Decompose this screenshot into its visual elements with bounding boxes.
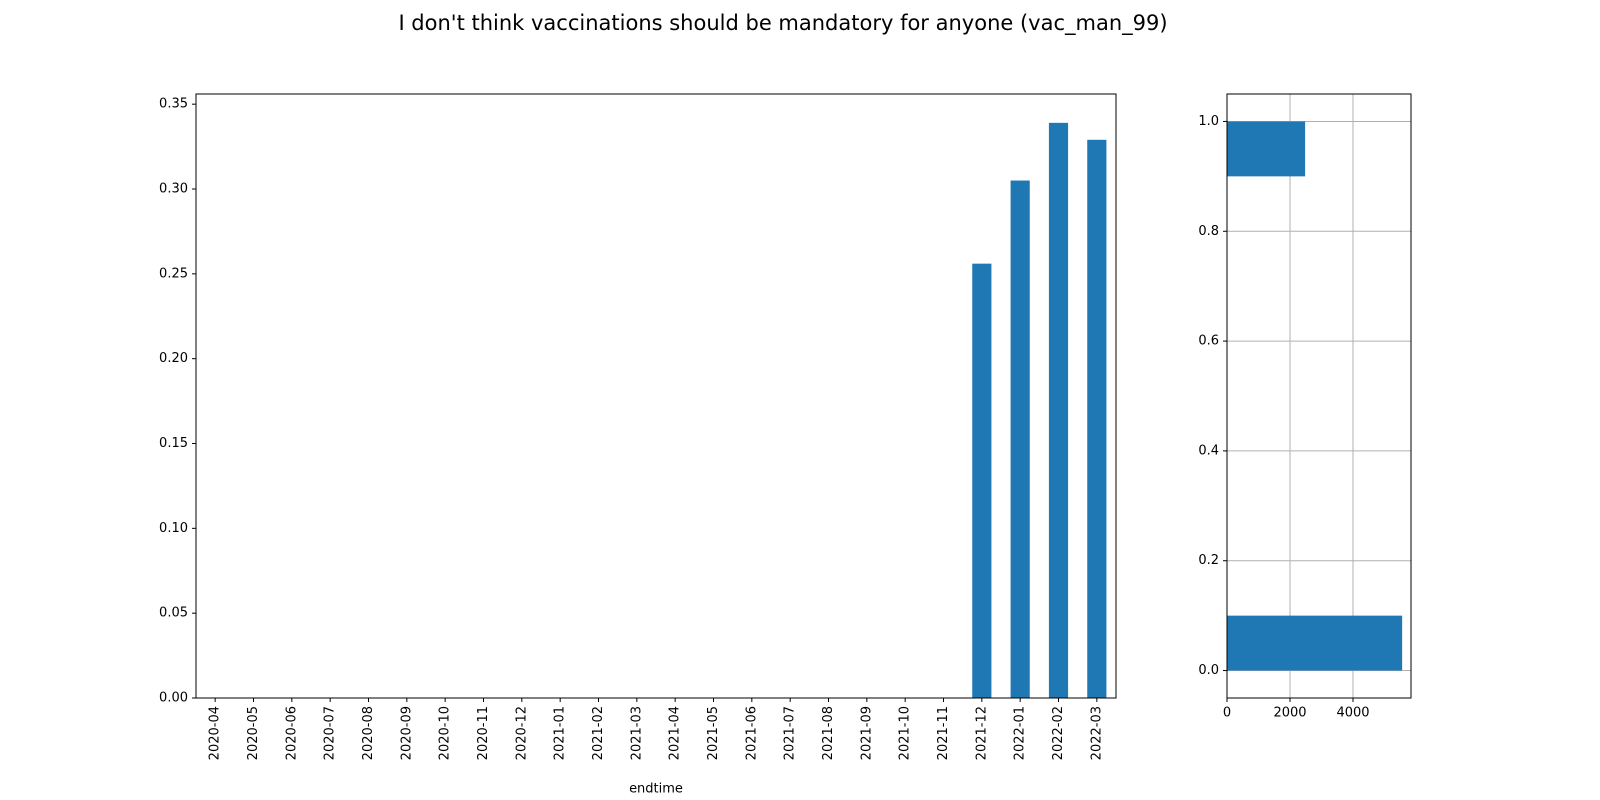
x-tick-label: 2021-10: [898, 706, 913, 760]
y-tick-label: 0.10: [159, 521, 188, 536]
y-tick-label: 0.00: [159, 691, 188, 706]
x-tick-label: 2021-02: [591, 706, 606, 760]
y-tick-label: 1.0: [1198, 114, 1219, 129]
x-tick-label: 2021-09: [859, 706, 874, 760]
x-tick-label: 2021-07: [783, 706, 798, 760]
plot-frame: [1226, 93, 1412, 699]
x-axis-label: endtime: [629, 782, 683, 797]
x-tick-label: 2022-03: [1089, 706, 1104, 760]
x-tick-label: 2021-03: [629, 706, 644, 760]
y-tick-label: 0.25: [159, 266, 188, 281]
x-tick-label: 2021-08: [821, 706, 836, 760]
y-tick-label: 0.20: [159, 351, 188, 366]
histogram-bar: [1227, 615, 1403, 671]
y-tick-label: 0.15: [159, 436, 188, 451]
x-tick-label: 2020-07: [323, 706, 338, 760]
x-tick-label: 2020-04: [208, 706, 223, 760]
histogram-bar: [1227, 121, 1306, 177]
y-tick-label: 0.4: [1198, 443, 1219, 458]
x-tick-label: 2020-09: [399, 706, 414, 760]
y-tick-label: 0.35: [159, 97, 188, 112]
chart-title: I don't think vaccinations should be man…: [398, 11, 1167, 36]
y-tick-label: 0.05: [159, 606, 188, 621]
x-tick-label: 2021-01: [553, 706, 568, 760]
plot-frame: [195, 93, 1117, 699]
bar: [1010, 180, 1030, 699]
x-tick-label: 2021-05: [706, 706, 721, 760]
x-tick-label: 2021-04: [668, 706, 683, 760]
x-tick-label: 2000: [1273, 706, 1306, 721]
x-tick-label: 2020-05: [246, 706, 261, 760]
bar: [1087, 139, 1107, 699]
x-tick-label: 2020-10: [438, 706, 453, 760]
bar: [1048, 122, 1069, 698]
y-tick-label: 0.8: [1198, 224, 1219, 239]
y-tick-label: 0.30: [159, 182, 188, 197]
x-tick-label: 4000: [1336, 706, 1369, 721]
bar: [972, 263, 992, 698]
x-tick-label: 2021-11: [936, 706, 951, 760]
x-tick-label: 2020-12: [514, 706, 529, 760]
x-tick-label: 2022-01: [1013, 706, 1028, 760]
x-tick-label: 0: [1223, 706, 1231, 721]
x-tick-label: 2020-08: [361, 706, 376, 760]
x-tick-label: 2020-06: [284, 706, 299, 760]
x-tick-label: 2022-02: [1051, 706, 1066, 760]
y-tick-label: 0.6: [1198, 334, 1219, 349]
y-tick-label: 0.2: [1198, 553, 1219, 568]
x-tick-label: 2020-11: [476, 706, 491, 760]
y-tick-label: 0.0: [1198, 663, 1219, 678]
x-tick-label: 2021-06: [744, 706, 759, 760]
x-tick-label: 2021-12: [974, 706, 989, 760]
